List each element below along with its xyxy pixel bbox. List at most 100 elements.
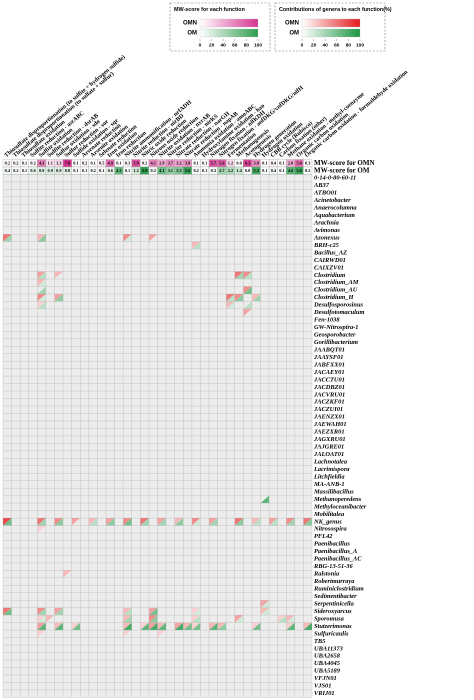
om-cell	[28, 331, 38, 339]
omn-cell	[28, 323, 38, 332]
omn-cell	[71, 189, 81, 197]
om-cell	[114, 577, 124, 586]
om-cell	[260, 308, 270, 317]
omn-cell	[209, 652, 218, 660]
mw-score-label: 7.0	[65, 161, 70, 166]
om-cell	[260, 264, 270, 272]
om-cell	[106, 376, 115, 384]
mw-score-label: 0.1	[279, 168, 284, 173]
om-cell	[11, 196, 21, 205]
om-cell	[234, 406, 244, 414]
omn-cell	[303, 189, 312, 197]
omn-cell	[88, 308, 98, 317]
om-cell	[157, 196, 167, 205]
omn-cell	[234, 577, 244, 586]
om-cell	[63, 241, 72, 250]
omn-cell	[140, 659, 149, 668]
omn-cell	[251, 480, 261, 489]
om-cell	[166, 241, 175, 250]
om-cell	[191, 196, 201, 205]
om-cell	[277, 181, 287, 190]
om-cell	[200, 368, 209, 377]
om-cell	[114, 331, 124, 339]
om-cell	[123, 264, 132, 272]
omn-cell	[251, 637, 261, 646]
om-cell	[123, 562, 132, 571]
om-cell	[183, 376, 192, 384]
omn-cell	[54, 196, 64, 205]
om-cell	[123, 630, 132, 638]
om-cell	[209, 391, 218, 399]
omn-cell	[243, 465, 252, 474]
om-cell	[157, 211, 167, 220]
omn-cell	[114, 480, 124, 489]
om-cell	[63, 286, 72, 294]
omn-cell	[88, 473, 98, 481]
omn-cell	[114, 510, 124, 519]
om-cell	[191, 645, 201, 653]
omn-cell	[217, 630, 227, 638]
omn-cell	[269, 398, 278, 407]
omn-cell	[63, 645, 72, 653]
om-cell	[269, 503, 278, 511]
omn-cell	[80, 271, 89, 280]
om-cell	[106, 234, 115, 242]
omn-cell	[3, 465, 12, 474]
om-cell	[260, 316, 270, 324]
om-cell	[157, 391, 167, 399]
omn-cell	[174, 174, 184, 182]
om-cell	[251, 226, 261, 235]
omn-cell	[166, 323, 175, 332]
omn-cell	[20, 219, 29, 227]
om-cell	[11, 286, 21, 294]
omn-cell	[3, 383, 12, 392]
om-cell	[123, 413, 132, 421]
om-cell	[54, 540, 64, 548]
omn-cell	[209, 361, 218, 369]
om-cell	[37, 667, 46, 675]
omn-cell	[37, 264, 46, 272]
om-cell	[174, 264, 184, 272]
om-cell	[148, 204, 158, 212]
om-cell	[174, 585, 184, 593]
om-cell	[88, 443, 98, 451]
omn-cell	[11, 249, 21, 257]
omn-cell	[174, 473, 184, 481]
om-cell	[209, 189, 218, 197]
omn-cell	[277, 301, 287, 309]
omn-cell	[63, 435, 72, 444]
omn-cell	[80, 495, 89, 504]
om-cell	[251, 577, 261, 586]
om-cell	[209, 383, 218, 392]
om-cell	[191, 630, 201, 638]
om-cell	[226, 338, 235, 347]
om-cell	[166, 630, 175, 638]
omn-cell	[54, 331, 64, 339]
om-cell	[234, 211, 244, 220]
om-cell	[191, 585, 201, 593]
omn-cell	[123, 450, 132, 459]
om-cell	[20, 503, 29, 511]
omn-cell	[37, 630, 46, 638]
omn-cell	[97, 533, 106, 541]
omn-cell	[166, 570, 175, 578]
om-cell	[37, 473, 46, 481]
mw-score-label: 0.2	[90, 168, 95, 173]
om-cell	[3, 301, 12, 309]
om-cell	[80, 286, 89, 294]
om-cell	[174, 428, 184, 436]
om-cell	[3, 555, 12, 563]
omn-cell	[20, 577, 29, 586]
om-cell	[303, 480, 312, 489]
om-cell	[174, 667, 184, 675]
omn-cell	[269, 323, 278, 332]
om-cell	[209, 637, 218, 646]
omn-cell	[3, 398, 12, 407]
om-cell	[183, 308, 192, 317]
om-cell	[226, 353, 235, 362]
omn-cell	[234, 338, 244, 347]
omn-cell	[183, 241, 192, 250]
om-cell	[294, 376, 304, 384]
om-cell	[3, 585, 12, 593]
omn-cell	[157, 249, 167, 257]
